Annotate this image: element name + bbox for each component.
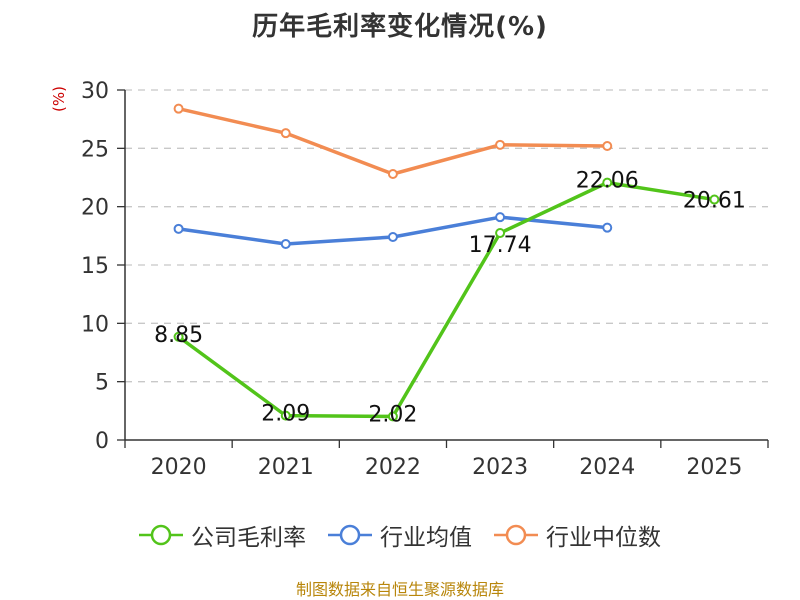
chart-title: 历年毛利率变化情况(%) bbox=[252, 12, 548, 42]
data-point bbox=[173, 103, 184, 114]
data-point bbox=[280, 128, 291, 139]
legend-label: 行业中位数 bbox=[546, 525, 661, 551]
legend-swatch-icon bbox=[328, 524, 372, 546]
legend-swatch-icon bbox=[494, 524, 538, 546]
data-label: 20.61 bbox=[683, 189, 746, 214]
data-point bbox=[280, 239, 291, 249]
y-tick-label: 0 bbox=[95, 429, 109, 454]
data-point bbox=[387, 411, 398, 422]
data-point bbox=[387, 169, 398, 179]
data-point bbox=[173, 223, 184, 234]
grid-lines bbox=[125, 89, 768, 383]
data-point bbox=[495, 139, 506, 150]
data-point bbox=[387, 232, 398, 242]
y-tick-label: 15 bbox=[81, 254, 109, 279]
legend: 公司毛利率 行业均值 行业中位数 bbox=[0, 518, 800, 552]
y-tick-label: 10 bbox=[81, 312, 109, 337]
data-point bbox=[709, 194, 720, 205]
series-lines bbox=[173, 103, 720, 422]
data-point bbox=[602, 177, 613, 188]
data-label: 22.06 bbox=[576, 169, 639, 194]
data-labels: 8.85 2.09 2.02 17.74 22.06 20.61 bbox=[154, 169, 746, 428]
x-tick-label: 2023 bbox=[472, 455, 528, 480]
x-tick-label: 2021 bbox=[258, 455, 314, 480]
legend-label: 公司毛利率 bbox=[191, 525, 306, 551]
data-label: 2.09 bbox=[261, 402, 310, 427]
data-point bbox=[173, 331, 184, 342]
legend-item[interactable]: 行业中位数 bbox=[494, 518, 661, 552]
data-label: 8.85 bbox=[154, 323, 203, 348]
y-tick-label: 5 bbox=[95, 371, 109, 396]
data-label: 2.02 bbox=[368, 402, 417, 427]
data-point bbox=[495, 228, 506, 239]
x-tick-label: 2022 bbox=[365, 455, 421, 480]
legend-item[interactable]: 公司毛利率 bbox=[139, 518, 306, 552]
y-tick-label: 25 bbox=[81, 137, 109, 162]
legend-item[interactable]: 行业均值 bbox=[328, 518, 472, 552]
data-label: 17.74 bbox=[469, 233, 532, 258]
series-line bbox=[177, 180, 715, 419]
legend-label: 行业均值 bbox=[380, 525, 472, 551]
data-point bbox=[602, 222, 613, 233]
x-axis: 2020 2021 2022 2023 2024 2025 bbox=[124, 439, 769, 480]
x-tick-label: 2020 bbox=[151, 455, 207, 480]
y-tick-label: 30 bbox=[81, 79, 109, 104]
source-note: 制图数据来自恒生聚源数据库 bbox=[295, 580, 504, 599]
x-tick-label: 2024 bbox=[579, 455, 635, 480]
series-line bbox=[178, 106, 608, 176]
data-point bbox=[280, 410, 291, 421]
x-tick-label: 2025 bbox=[686, 455, 742, 480]
data-point bbox=[495, 212, 506, 223]
data-point bbox=[602, 141, 613, 151]
y-axis: 0 5 10 15 20 25 30 bbox=[81, 79, 126, 454]
legend-swatch-icon bbox=[139, 524, 183, 546]
y-tick-label: 20 bbox=[81, 196, 109, 221]
